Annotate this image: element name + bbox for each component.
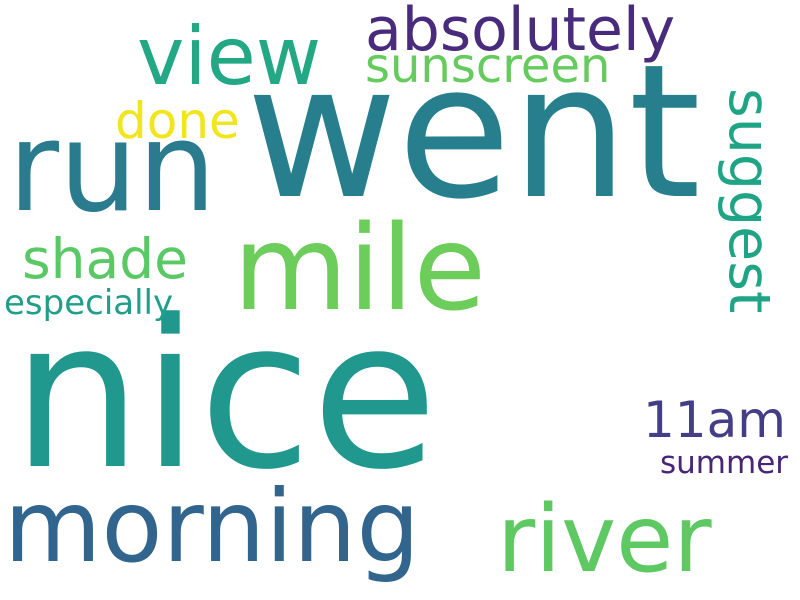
- word-absolutely: absolutely: [365, 0, 676, 65]
- word-sunscreen: sunscreen: [365, 38, 611, 94]
- word-summer: summer: [660, 445, 789, 481]
- word-especially: especially: [4, 283, 174, 323]
- word-view: view: [137, 10, 322, 103]
- word-done: done: [115, 92, 240, 150]
- word-11am: 11am: [643, 391, 786, 449]
- word-suggest: suggest: [716, 88, 782, 314]
- word-nice: nice: [12, 277, 438, 515]
- word-run: run: [8, 96, 217, 240]
- word-mile: mile: [233, 199, 487, 337]
- word-river: river: [497, 485, 712, 593]
- word-shade: shade: [22, 227, 188, 291]
- word-morning: morning: [4, 468, 420, 585]
- word-went: went: [246, 24, 701, 240]
